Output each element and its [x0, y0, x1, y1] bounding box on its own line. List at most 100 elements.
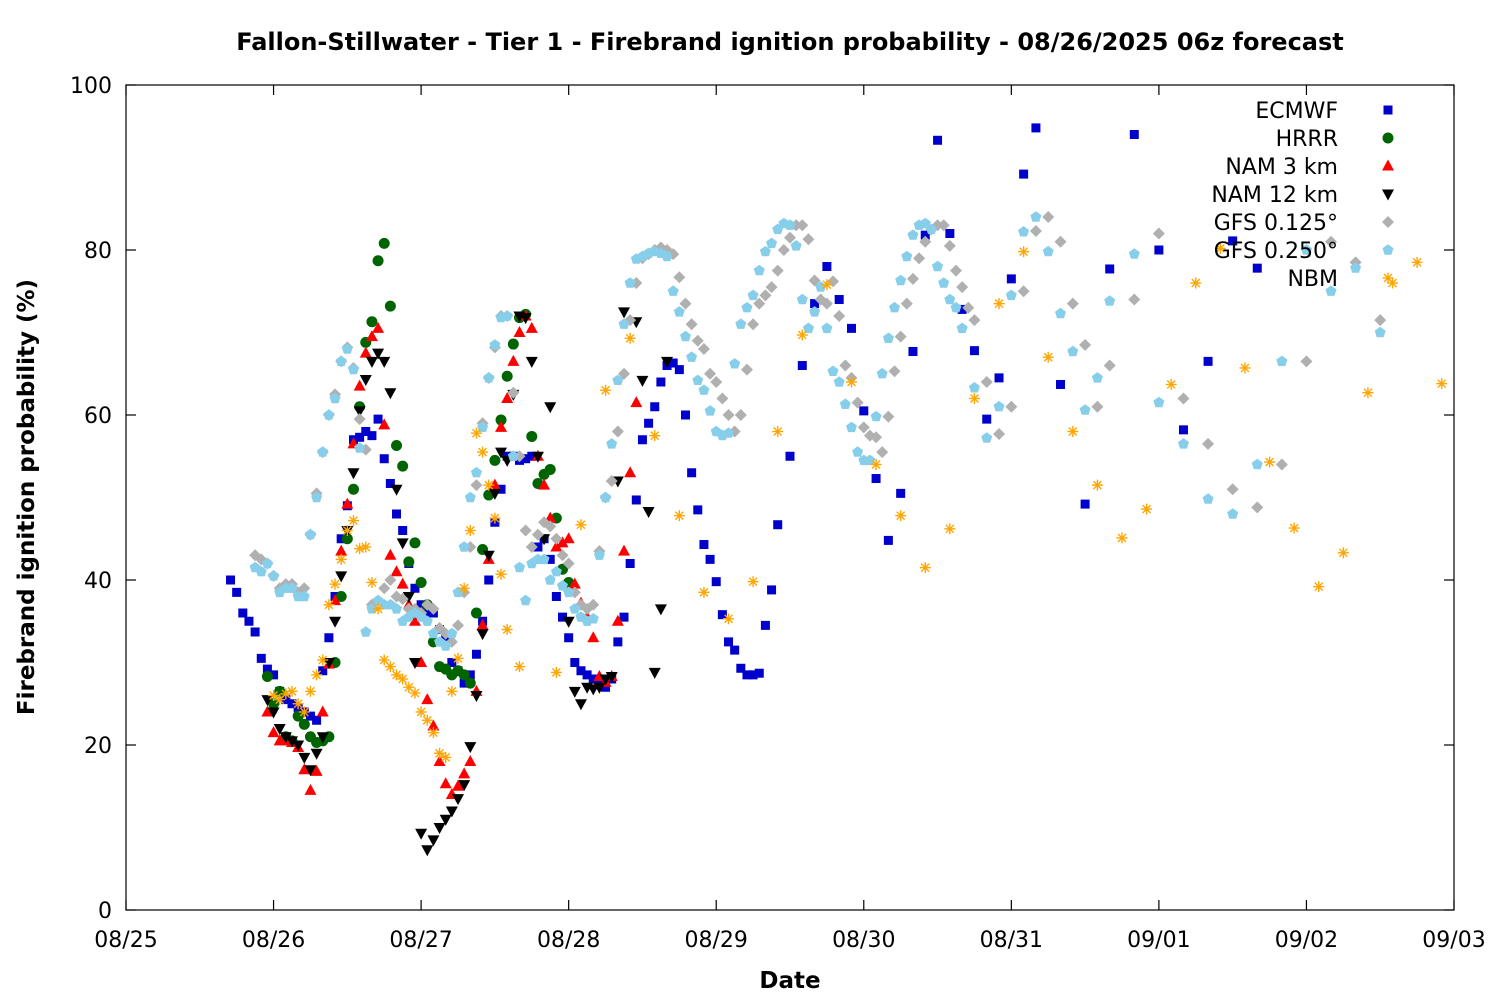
- data-point: [1042, 351, 1054, 363]
- legend-label: NBM: [1287, 267, 1338, 292]
- data-point: [279, 732, 292, 744]
- data-point: [1091, 372, 1103, 383]
- data-point: [238, 608, 248, 618]
- data-point: [538, 553, 550, 565]
- data-point: [562, 532, 575, 544]
- data-point: [483, 479, 495, 491]
- data-point: [759, 289, 772, 302]
- data-point: [525, 321, 538, 333]
- data-point: [410, 583, 420, 593]
- data-point: [1251, 458, 1263, 470]
- data-point: [1374, 326, 1386, 338]
- data-point: [281, 695, 291, 705]
- data-point: [937, 219, 950, 232]
- data-point: [322, 658, 335, 669]
- data-point: [378, 356, 391, 368]
- data-point: [907, 229, 919, 240]
- data-point: [298, 718, 310, 730]
- data-point: [250, 627, 260, 637]
- data-point: [944, 523, 956, 535]
- x-tick-label: 09/02: [1275, 928, 1338, 953]
- data-point: [360, 541, 372, 553]
- data-point: [533, 542, 543, 552]
- data-point: [274, 694, 286, 706]
- data-point: [495, 568, 507, 580]
- data-point: [1104, 295, 1116, 306]
- data-point: [390, 484, 403, 496]
- data-point: [415, 828, 428, 840]
- data-point: [1202, 437, 1215, 450]
- data-point: [391, 603, 402, 614]
- data-point: [361, 427, 371, 436]
- data-point: [483, 372, 495, 383]
- data-point: [268, 690, 280, 701]
- data-point: [311, 669, 323, 681]
- data-point: [482, 550, 495, 562]
- data-point: [618, 544, 630, 556]
- data-point: [421, 693, 434, 705]
- data-point: [447, 658, 457, 667]
- data-point: [888, 365, 901, 378]
- data-point: [415, 656, 428, 667]
- data-point: [347, 515, 359, 527]
- data-point: [636, 375, 649, 387]
- data-point: [513, 661, 525, 673]
- data-point: [735, 318, 747, 329]
- data-point: [392, 509, 402, 519]
- data-point: [600, 384, 612, 396]
- data-point: [1031, 123, 1041, 133]
- data-point: [619, 612, 629, 622]
- data-point: [894, 330, 907, 343]
- data-point: [365, 356, 378, 368]
- data-point: [938, 277, 950, 288]
- data-point: [876, 367, 888, 379]
- data-point: [906, 272, 919, 285]
- data-point: [1019, 169, 1029, 179]
- data-point: [606, 438, 618, 449]
- data-point: [753, 297, 766, 310]
- data-point: [950, 301, 962, 313]
- data-point: [408, 614, 421, 626]
- legend-marker: [1382, 244, 1394, 255]
- data-point: [402, 592, 415, 603]
- data-point: [679, 297, 692, 310]
- data-point: [1055, 307, 1066, 319]
- series-nam-12-km: [261, 307, 674, 857]
- data-point: [1067, 426, 1079, 437]
- data-point: [396, 538, 409, 550]
- data-point: [544, 402, 557, 414]
- data-point: [261, 557, 273, 569]
- data-point: [870, 410, 882, 422]
- data-point: [605, 475, 618, 487]
- data-point: [488, 488, 501, 500]
- data-point: [1362, 387, 1374, 399]
- data-point: [1325, 285, 1337, 296]
- data-point: [501, 370, 513, 382]
- data-point: [587, 631, 600, 643]
- data-point: [574, 699, 587, 711]
- chart-title: Fallon-Stillwater - Tier 1 - Firebrand i…: [236, 28, 1344, 56]
- y-tick-label: 0: [98, 899, 112, 924]
- data-point: [705, 554, 715, 564]
- data-point: [767, 585, 777, 595]
- data-point: [459, 678, 469, 688]
- data-point: [261, 671, 273, 683]
- data-point: [372, 321, 385, 333]
- data-point: [644, 418, 654, 428]
- data-point: [747, 318, 760, 331]
- data-point: [409, 537, 421, 549]
- data-point: [982, 414, 992, 424]
- data-point: [298, 763, 311, 775]
- data-point: [484, 575, 494, 585]
- data-point: [588, 674, 598, 684]
- legend-label: GFS 0.250°: [1214, 239, 1338, 264]
- data-point: [1325, 235, 1338, 248]
- data-point: [699, 540, 709, 550]
- data-point: [304, 528, 316, 540]
- data-point: [550, 532, 563, 545]
- data-point: [310, 748, 323, 760]
- legend-marker: [1382, 132, 1394, 144]
- data-point: [808, 274, 821, 287]
- data-point: [784, 231, 796, 244]
- y-tick-label: 40: [84, 569, 112, 594]
